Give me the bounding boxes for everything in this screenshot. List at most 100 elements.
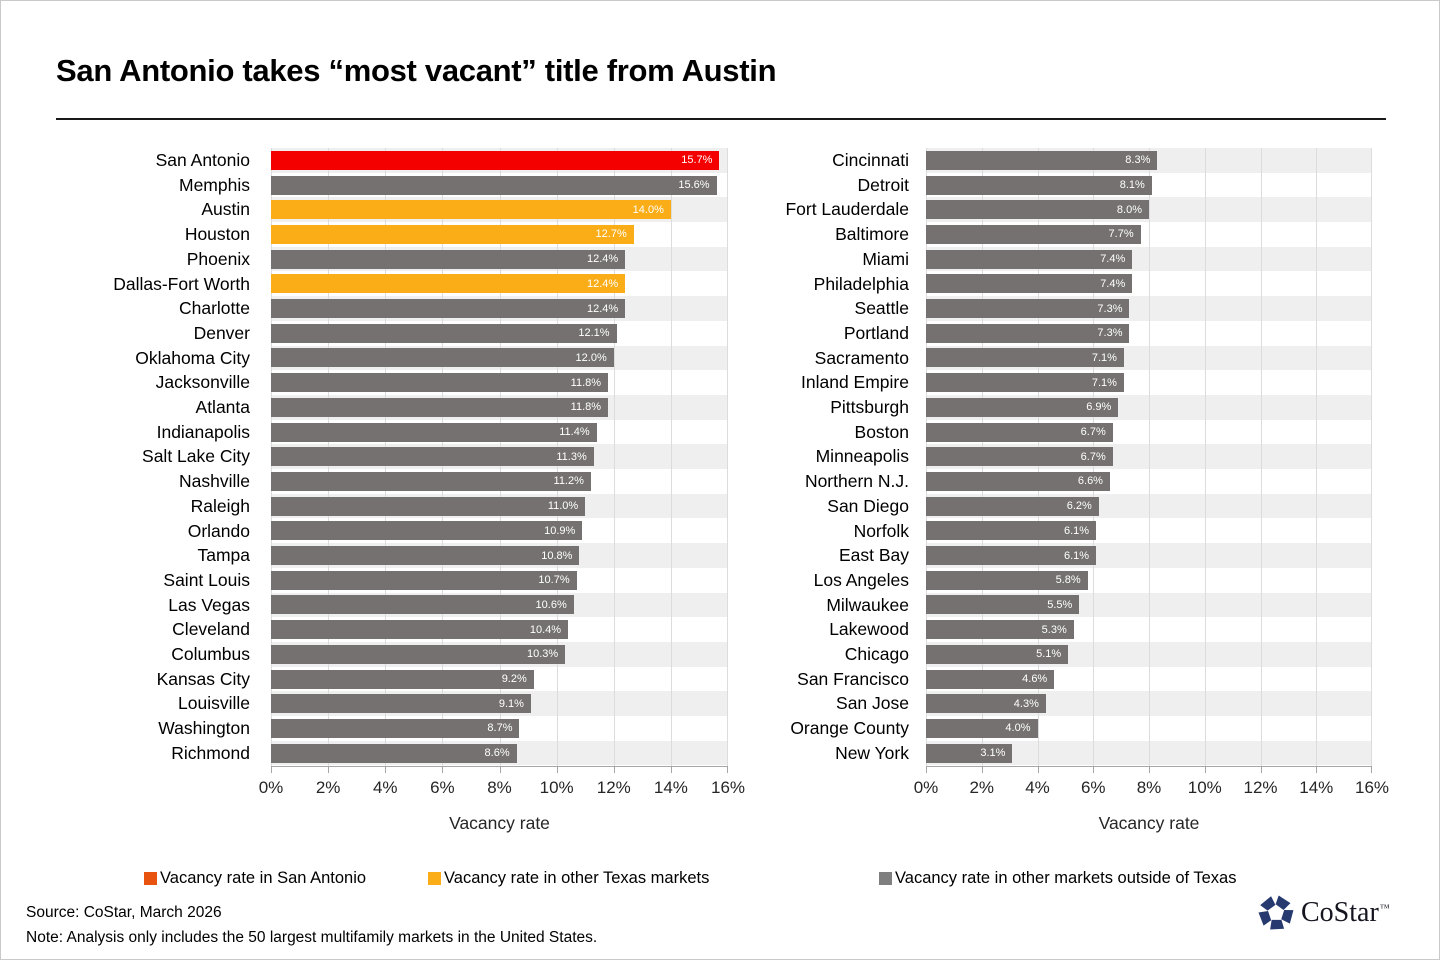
bar-value-label: 7.1% [1091,351,1117,364]
category-label: Memphis [179,174,250,195]
axis-tick [385,766,387,773]
vacancy-chart-right: Cincinnati Detroit Fort Lauderdale Baltimor… [694,148,1394,848]
bar-seattle: 7.3% [926,299,1130,319]
gridline [1371,148,1372,766]
bar-value-label: 15.6% [678,179,710,192]
axis-tick-label: 6% [1080,777,1106,797]
category-label: Atlanta [195,397,250,417]
category-label: San Francisco [797,668,909,689]
category-label: Los Angeles [813,569,909,590]
x-axis-title: Vacancy rate [1098,812,1200,833]
bar-value-label: 12.7% [595,228,627,241]
category-label: Detroit [857,174,909,195]
bar-milwaukee: 5.5% [926,595,1080,615]
bar-new-york: 3.1% [926,743,1013,763]
axis-tick-label: 2% [315,777,341,797]
bar-value-label: 5.1% [1036,648,1062,661]
bar-cincinnati: 8.3% [926,150,1158,170]
bar-san-diego: 6.2% [926,496,1099,516]
bar-value-label: 6.1% [1063,549,1090,562]
bar-value-label: 3.1% [980,747,1006,760]
gridline [1204,148,1206,766]
costar-logo: CoStar™ [1257,894,1390,932]
bar-value-label: 10.4% [529,623,562,636]
axis-tick-label: 10% [1187,777,1222,797]
bar-chicago: 5.1% [926,644,1069,664]
axis-tick-label: 8% [487,777,512,797]
axis-tick-label: 0% [913,777,939,797]
axis-tick [1260,766,1262,773]
category-label: Dallas-Fort Worth [113,273,250,294]
bar-kansas-city: 9.2% [271,669,534,689]
costar-logo-text: CoStar™ [1301,897,1390,928]
bar-sacramento: 7.1% [926,348,1124,368]
category-label: Cleveland [172,619,250,640]
legend-item: Vacancy rate in San Antonio [144,869,366,888]
bar-salt-lake-city: 11.3% [271,447,594,467]
category-label: Jacksonville [155,372,250,393]
bar-value-label: 10.3% [526,648,559,661]
category-label: Chicago [844,644,909,664]
bar-value-label: 6.6% [1077,475,1103,488]
bar-boston: 6.7% [926,422,1113,442]
gridline [1149,148,1150,766]
category-label: Las Vegas [168,594,250,615]
category-label: Portland [843,322,909,343]
bar-denver: 12.1% [271,323,617,343]
bar-east-bay: 6.1% [926,546,1097,566]
category-label: Phoenix [186,248,250,269]
bar-inland-empire: 7.1% [926,373,1124,393]
category-label: Lakewood [829,619,909,640]
category-label: Cincinnati [832,150,909,170]
bar-minneapolis: 6.7% [926,447,1113,467]
bar-value-label: 10.9% [544,524,576,537]
x-axis-line [271,765,728,767]
bar-value-label: 6.7% [1080,450,1106,463]
bar-value-label: 5.3% [1041,623,1067,636]
category-label: Columbus [171,644,250,664]
axis-tick [1093,766,1095,773]
bar-louisville: 9.1% [271,694,531,714]
bar-charlotte: 12.4% [271,299,626,319]
bar-houston: 12.7% [271,224,634,244]
axis-tick-label: 4% [372,777,398,797]
source-text: Source: CoStar, March 2026 [26,904,222,921]
legend-swatch [144,872,157,885]
title-divider [56,118,1386,120]
plot-area: 8.3% 8.1% 8.0% 7.7% 7.4% 7.4% 7.3% 7.3% 7.1% 7.1%… [926,148,1372,766]
axis-tick [1371,766,1372,773]
category-label: Orlando [187,520,250,541]
plot-area: 15.7% 15.6% 14.0% 12.7% 12.4% 12.4% 12.4% 12.1%… [271,148,728,766]
axis-tick [442,766,444,773]
bar-miami: 7.4% [926,249,1133,269]
bar-lakewood: 5.3% [926,620,1074,640]
bar-value-label: 6.7% [1080,426,1106,439]
axis-tick [1149,766,1150,773]
bar-jacksonville: 11.8% [271,373,609,393]
bar-value-label: 11.4% [559,426,590,439]
axis-tick-label: 16% [710,777,746,797]
axis-tick-label: 10% [539,777,574,797]
axis-tick [1037,766,1039,773]
bar-saint-louis: 10.7% [271,570,577,590]
bar-value-label: 15.7% [681,154,713,167]
axis-tick-label: 8% [1136,777,1162,797]
category-label: Pittsburgh [830,397,909,417]
gridline [613,148,615,766]
bar-value-label: 11.0% [547,500,579,513]
category-label: Tampa [197,545,250,566]
category-label: San Diego [827,495,909,516]
bar-value-label: 6.1% [1063,524,1090,537]
bar-value-label: 8.6% [484,747,510,760]
axis-tick-label: 4% [1025,777,1050,797]
category-label: San Jose [836,693,909,714]
bar-orlando: 10.9% [271,521,583,541]
bar-value-label: 11.2% [553,475,584,488]
gridline [1316,148,1318,766]
legend-swatch [428,872,441,885]
category-label: Saint Louis [163,569,250,590]
bar-washington: 8.7% [271,718,520,738]
axis-tick-label: 6% [430,777,455,797]
axis-tick [727,766,728,773]
bar-dallas-fort-worth: 12.4% [271,274,626,294]
